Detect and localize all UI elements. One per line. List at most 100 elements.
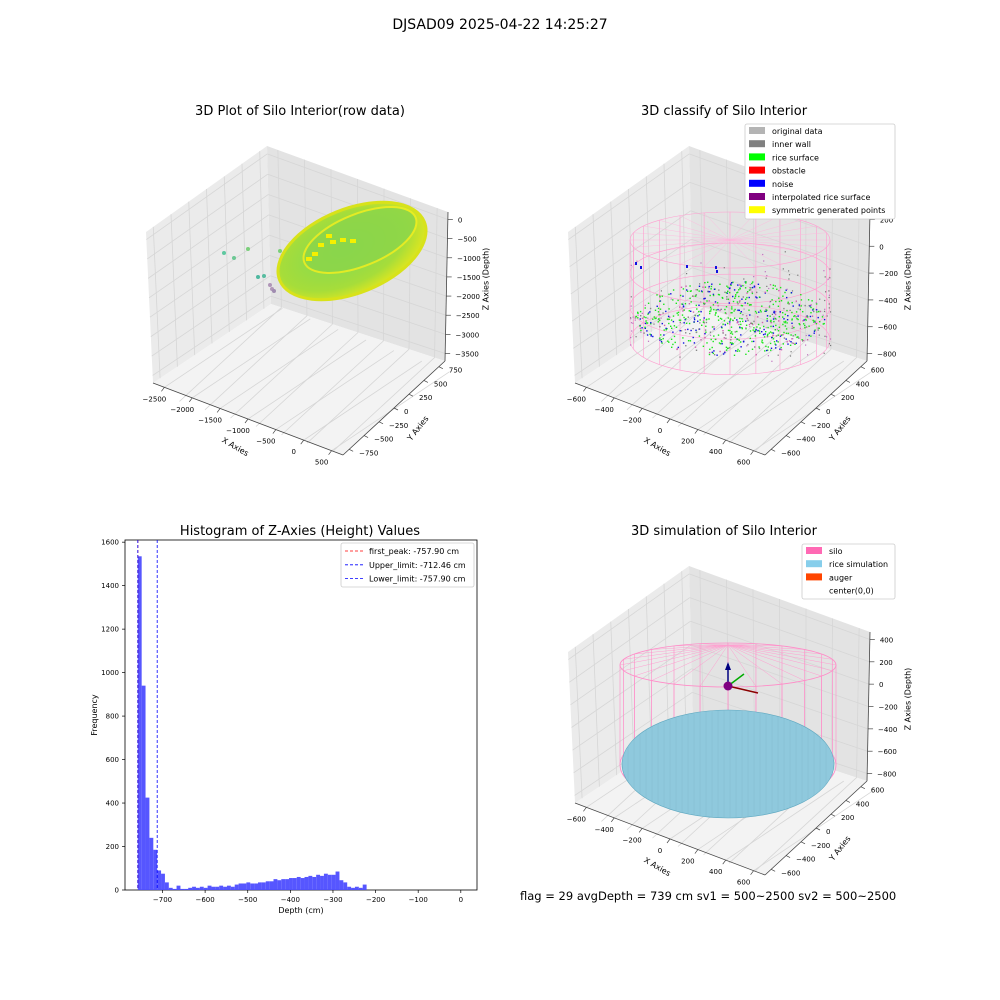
classified-point — [722, 323, 724, 325]
histogram-bar — [234, 884, 239, 890]
classified-point — [776, 340, 778, 342]
classified-point — [709, 306, 712, 308]
classified-point — [718, 342, 721, 344]
classified-point — [751, 322, 753, 325]
classified-point — [778, 316, 780, 318]
classified-point — [657, 307, 660, 310]
surface-patch — [318, 243, 324, 247]
classified-point — [679, 321, 681, 324]
panel1-title: 3D Plot of Silo Interior(row data) — [195, 104, 405, 119]
floor-gridline — [219, 329, 339, 409]
y-tick-label: 1600 — [101, 539, 119, 547]
x-tick-label: −400 — [595, 406, 614, 414]
silo-wire — [679, 215, 731, 241]
classified-point — [686, 290, 689, 292]
classified-point — [815, 323, 818, 325]
floor-gridline — [626, 315, 730, 411]
classified-point — [650, 322, 652, 324]
classified-point — [774, 285, 776, 287]
classified-point — [740, 285, 742, 287]
classified-point — [766, 320, 768, 322]
x-tick-label: −400 — [595, 826, 614, 834]
classified-point — [769, 315, 771, 317]
floor-gridline — [703, 340, 806, 436]
classified-point — [814, 320, 816, 322]
classified-point — [669, 316, 671, 318]
z-tick-label: −800 — [877, 771, 896, 779]
classified-point — [650, 335, 652, 337]
classified-point — [784, 325, 787, 327]
y-tick-label: 500 — [434, 380, 447, 388]
classified-point — [716, 354, 718, 356]
silo-wire — [673, 644, 729, 685]
classified-point — [745, 282, 747, 284]
legend-box — [340, 542, 475, 588]
classified-point — [819, 310, 822, 313]
wall-point — [692, 328, 694, 330]
wall-point — [743, 278, 745, 280]
x-tick-label: −1500 — [198, 416, 222, 424]
classified-point — [749, 337, 751, 340]
x-tick — [694, 849, 699, 854]
wall-point — [763, 260, 765, 262]
classified-point — [688, 310, 690, 312]
classified-point — [771, 299, 773, 301]
panel3-title: Histogram of Z-Axies (Height) Values — [179, 524, 421, 539]
x-tick-label: 200 — [681, 438, 694, 446]
wall-point — [782, 268, 784, 270]
classified-point — [775, 347, 777, 349]
surface-patch — [312, 252, 318, 256]
y-tick — [423, 380, 429, 383]
classified-point — [706, 342, 708, 344]
z-gridline — [152, 295, 272, 376]
classified-point — [732, 319, 734, 322]
classified-point — [645, 320, 647, 322]
classified-point — [721, 343, 723, 345]
classified-point — [797, 336, 799, 338]
classified-point — [761, 339, 763, 341]
classified-point — [757, 283, 760, 285]
classified-point — [744, 302, 746, 304]
classified-point — [644, 322, 647, 325]
classified-point — [777, 334, 779, 336]
wall-gridline — [574, 226, 583, 379]
classified-point — [719, 317, 722, 320]
classified-point — [708, 353, 711, 356]
classified-point — [803, 323, 805, 325]
classified-point — [787, 343, 789, 345]
classified-point — [704, 286, 707, 288]
floor-gridline — [204, 315, 308, 411]
classified-point — [813, 330, 816, 332]
classified-point — [726, 285, 728, 287]
floor-gridline — [697, 350, 817, 430]
classified-point — [753, 286, 756, 288]
classified-point — [695, 294, 697, 296]
silo-wire — [651, 644, 729, 681]
classified-point — [728, 302, 730, 304]
classified-point — [816, 311, 818, 313]
classified-point — [709, 348, 711, 350]
classified-point — [817, 329, 819, 331]
classified-point — [740, 323, 742, 326]
classified-point — [748, 323, 751, 326]
classified-point — [726, 292, 728, 294]
classified-point — [735, 294, 737, 296]
classified-point — [699, 319, 701, 321]
classified-point — [678, 319, 681, 321]
legend-swatch — [749, 179, 765, 187]
classified-point — [750, 289, 752, 291]
y-tick-label: 400 — [856, 380, 869, 388]
classified-point — [739, 284, 741, 286]
classified-point — [736, 350, 739, 352]
classified-point — [662, 312, 664, 314]
classified-point — [675, 302, 677, 304]
classified-point — [713, 288, 716, 290]
classified-point — [683, 322, 685, 324]
classified-point — [635, 315, 637, 318]
classified-point — [778, 320, 780, 322]
classified-point — [665, 310, 667, 313]
classified-point — [719, 343, 722, 345]
x-tick-label: 400 — [709, 868, 722, 876]
classified-point — [665, 329, 667, 331]
auger-x-arrow — [727, 685, 759, 694]
